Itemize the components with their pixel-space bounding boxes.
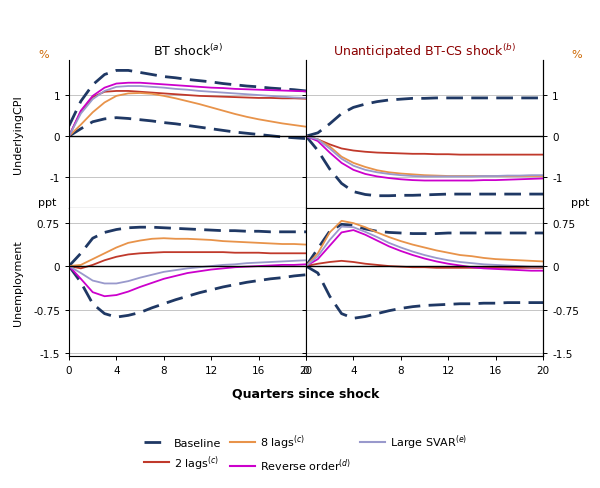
Text: UnderlyingCPI: UnderlyingCPI <box>13 96 23 174</box>
Text: %: % <box>38 50 49 60</box>
Title: Unanticipated BT-CS shock$^{(b)}$: Unanticipated BT-CS shock$^{(b)}$ <box>333 41 516 61</box>
Text: ppt: ppt <box>571 197 590 207</box>
Text: %: % <box>571 50 582 60</box>
Legend: Baseline, 2 lags$^{(c)}$, 8 lags$^{(c)}$, Reverse order$^{(d)}$, Large SVAR$^{(e: Baseline, 2 lags$^{(c)}$, 8 lags$^{(c)}$… <box>140 428 472 478</box>
Title: BT shock$^{(a)}$: BT shock$^{(a)}$ <box>152 42 223 59</box>
Text: ppt: ppt <box>38 197 56 207</box>
Text: Quarters since shock: Quarters since shock <box>232 386 380 399</box>
Text: Unemployment: Unemployment <box>13 240 23 325</box>
